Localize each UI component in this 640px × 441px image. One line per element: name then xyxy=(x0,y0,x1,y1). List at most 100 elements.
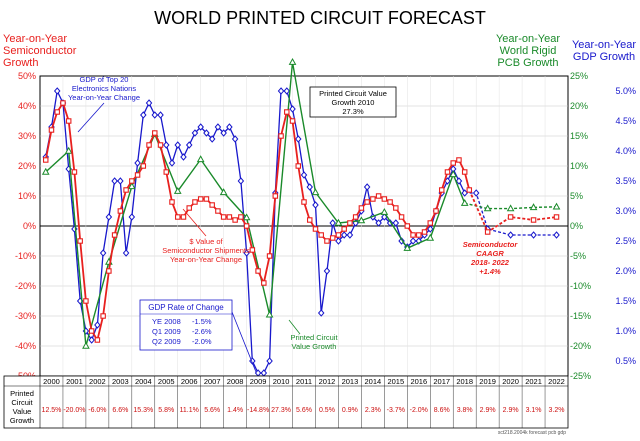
gdp-point xyxy=(226,123,233,131)
annotation-gdp-rate-leader xyxy=(231,311,257,373)
pcb-axis-ticks: 25% 20% 15% 10% 5% 0% -5% -10% -15% -20% -25% xyxy=(570,71,591,381)
pcb-axis-label-line-2: World Rigid xyxy=(500,45,557,57)
gdp-point xyxy=(472,189,480,197)
pcb-point xyxy=(380,207,389,215)
gdp-point xyxy=(243,249,250,257)
semiconductor-point xyxy=(60,100,66,106)
gdp-axis-label-line-2: GDP Growth xyxy=(573,51,635,63)
gdp-tick-label: 1.0% xyxy=(615,326,636,336)
semiconductor-point xyxy=(215,208,221,214)
table-value-cell: 2.9% xyxy=(503,407,519,414)
annotation-semi-value-leader xyxy=(182,208,207,237)
semiconductor-point xyxy=(186,205,192,211)
semiconductor-point xyxy=(329,235,336,241)
gdp-point xyxy=(94,321,101,329)
semiconductor-point xyxy=(134,172,141,178)
annotation-gdp-rate: GDP Rate of Change YE 2008 -1.5% Q1 2009… xyxy=(139,299,233,351)
pcb-point xyxy=(288,57,297,65)
table-value-cell: 2.3% xyxy=(365,407,381,414)
semiconductor-point xyxy=(295,163,302,169)
gdp-tick-label: 3.5% xyxy=(615,176,636,186)
gdp-point xyxy=(231,135,239,143)
gdp-point xyxy=(88,336,95,344)
table-value-cell: -3.7% xyxy=(387,407,405,414)
year-tick-label: 2002 xyxy=(89,377,106,386)
gdp-point xyxy=(340,231,348,239)
semiconductor-point xyxy=(438,187,445,193)
semiconductor-point xyxy=(203,196,210,202)
gdp-point xyxy=(300,171,308,179)
table-value-cell: -6.0% xyxy=(88,407,106,414)
year-tick-label: 2006 xyxy=(181,377,198,386)
table-value-cell: 15.3% xyxy=(133,407,153,414)
semiconductor-point xyxy=(393,205,399,211)
annotation-gdp-top20-line-3: Year-on-Year Change xyxy=(68,93,140,102)
pcb-point xyxy=(173,186,182,194)
semiconductor-point xyxy=(100,313,106,319)
gdp-point xyxy=(191,129,199,137)
chart-title: WORLD PRINTED CIRCUIT FORECAST xyxy=(154,8,486,28)
pcb-tick-label: 10% xyxy=(570,161,588,171)
semiconductor-point xyxy=(94,337,101,343)
semiconductor-point xyxy=(398,214,405,220)
table-row-label-line-3: Value xyxy=(13,407,32,416)
left-axis-label: Year-on-Year Semiconductor Growth xyxy=(3,33,77,69)
annotation-pcb-growth-leader xyxy=(288,319,301,335)
annotation-gdp-rate-row-3-label: Q2 2009 xyxy=(152,337,181,346)
source-note: sct218.2004k forecast pcb gdp xyxy=(498,430,566,436)
semiconductor-point xyxy=(261,280,267,286)
table-value-cell: 8.6% xyxy=(434,407,450,414)
gdp-point xyxy=(426,225,434,233)
pcb-tick-label: 15% xyxy=(570,131,588,141)
gdp-axis-label: Year-on-Year GDP Growth xyxy=(572,39,636,63)
pcb-point xyxy=(449,170,458,178)
annotation-gdp-rate-row-1-label: YE 2008 xyxy=(152,317,181,326)
year-tick-label: 2020 xyxy=(502,377,519,386)
year-tick-label: 2012 xyxy=(319,377,336,386)
year-tick-label: 2004 xyxy=(135,377,152,386)
table-value-cell: 3.1% xyxy=(526,407,542,414)
gdp-tick-label: 4.5% xyxy=(615,116,636,126)
gdp-forecast-line xyxy=(464,192,557,236)
gdp-point xyxy=(128,213,136,221)
gdp-point xyxy=(335,237,342,245)
gdp-axis-ticks: 5.0% 4.5% 4.0% 3.5% 3.0% 2.5% 2.0% 1.5% 1.0% 0.5% xyxy=(615,86,636,366)
gdp-point xyxy=(363,183,371,191)
annotation-pcb-2010-box xyxy=(309,86,397,118)
table-value-cell: 11.1% xyxy=(180,407,199,414)
gdp-point xyxy=(111,177,118,185)
table-value-cell: 27.3% xyxy=(271,407,291,414)
pcb-axis-label-line-1: Year-on-Year xyxy=(496,33,560,45)
semiconductor-point xyxy=(174,214,181,220)
semiconductor-point xyxy=(358,205,365,211)
semiconductor-point xyxy=(381,196,388,202)
series-layer xyxy=(41,57,561,377)
gdp-point xyxy=(289,105,296,113)
left-tick-label: 10% xyxy=(18,191,36,201)
gridlines xyxy=(40,76,568,376)
left-tick-label: 40% xyxy=(18,101,36,111)
gdp-tick-label: 1.5% xyxy=(615,296,636,306)
annotation-semi-value-line-1: $ Value of xyxy=(189,237,223,246)
annotation-caagr-line-1: Semiconductor xyxy=(463,240,519,249)
pcb-point xyxy=(552,202,561,210)
annotation-pcb-growth-line-2: Value Growth xyxy=(292,342,337,351)
year-tick-label: 2001 xyxy=(66,377,83,386)
semiconductor-point xyxy=(370,196,376,202)
pcb-point xyxy=(403,243,412,251)
year-tick-label: 2014 xyxy=(365,377,382,386)
semiconductor-point xyxy=(65,118,72,124)
pcb-point xyxy=(41,167,50,175)
year-tick-label: 2017 xyxy=(433,377,450,386)
annotation-gdp-top20-line-2: Electronics Nations xyxy=(72,84,136,93)
gdp-point xyxy=(203,129,210,137)
pcb-point xyxy=(265,310,274,318)
gdp-point xyxy=(553,231,560,239)
semiconductor-point xyxy=(123,187,129,193)
semiconductor-point xyxy=(88,328,95,334)
left-tick-label: 50% xyxy=(18,71,36,81)
pcb-point xyxy=(357,216,366,224)
year-tick-label: 2008 xyxy=(227,377,244,386)
